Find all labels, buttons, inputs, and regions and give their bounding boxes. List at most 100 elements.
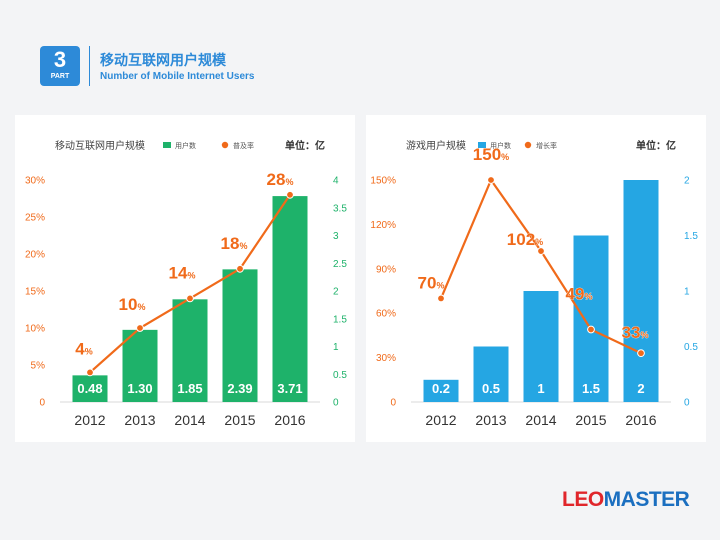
rate-point-2012	[437, 294, 445, 303]
page-subtitle: Number of Mobile Internet Users	[100, 71, 255, 82]
rate-value-number: 18	[221, 234, 240, 253]
x-axis-tick: 2013	[124, 412, 155, 428]
right-axis-tick: 0.5	[684, 342, 698, 353]
left-axis-tick: 0	[39, 398, 45, 409]
rate-value-label: 102%	[507, 230, 543, 249]
left-axis-tick: 90%	[376, 264, 396, 275]
right-axis-tick: 2	[333, 287, 339, 298]
left-axis-tick: 10%	[25, 324, 45, 335]
page-title: 移动互联网用户规模	[100, 52, 226, 68]
legend-line-label: 增长率	[536, 141, 557, 150]
right-axis-tick: 2	[684, 176, 690, 187]
left-axis-tick: 0	[390, 398, 396, 409]
legend-bar-label: 用户数	[490, 141, 511, 150]
rate-value-label: 28%	[267, 170, 294, 189]
rate-value-label: 33%	[622, 323, 649, 342]
rate-point-2012	[86, 368, 94, 377]
rate-value-number: 33	[622, 323, 641, 342]
bar-value-label: 0.48	[77, 381, 102, 396]
rate-value-label: 14%	[169, 263, 196, 282]
rate-value-number: 102	[507, 230, 535, 249]
x-axis-tick: 2015	[224, 412, 255, 428]
x-axis-tick: 2014	[525, 412, 556, 428]
left-axis-tick: 30%	[376, 353, 396, 364]
left-axis-tick: 150%	[370, 176, 396, 187]
bar-2012	[423, 379, 459, 402]
game-users-chart: 游戏用户规模 用户数 增长率 单位：亿 0 30% 60% 90% 120% 150% 0 0.5 1 1…	[370, 139, 698, 428]
rate-value-suffix: %	[584, 291, 592, 301]
left-axis-tick: 15%	[25, 287, 45, 298]
part-badge: 3 PART	[40, 46, 80, 86]
rate-value-suffix: %	[85, 346, 93, 356]
chart-title: 游戏用户规模	[406, 139, 466, 152]
bar-2013	[473, 346, 509, 402]
rate-point-2016	[637, 349, 645, 358]
rate-value-number: 70	[418, 273, 437, 292]
part-label: PART	[50, 73, 70, 80]
bar-2012	[72, 375, 108, 402]
chart-title: 移动互联网用户规模	[55, 139, 145, 152]
legend-line-label: 普及率	[233, 141, 254, 150]
rate-value-label: 18%	[221, 234, 248, 253]
rate-point-2013	[487, 176, 495, 184]
x-axis-tick: 2014	[174, 412, 205, 428]
bar-2016	[272, 196, 308, 402]
logo-accent: LEO	[562, 488, 604, 511]
rate-value-suffix: %	[239, 241, 247, 251]
mobile-users-chart-panel: 移动互联网用户规模 用户数 普及率 单位：亿 0 5% 10% 15% 20% 25% 30% 0 0.…	[15, 115, 355, 442]
bar-value-label: 3.71	[277, 381, 302, 396]
rate-value-number: 10	[119, 295, 138, 314]
bar-value-label: 1.30	[127, 381, 152, 396]
bar-2014	[172, 299, 208, 402]
x-axis-tick: 2015	[575, 412, 606, 428]
game-users-chart-panel: 游戏用户规模 用户数 增长率 单位：亿 0 30% 60% 90% 120% 150% 0 0.5 1 1…	[366, 115, 706, 442]
legend-bar-swatch	[163, 142, 171, 148]
bar-2013	[122, 329, 158, 402]
x-axis-tick: 2012	[425, 412, 456, 428]
left-axis-tick: 20%	[25, 250, 45, 261]
rate-value-suffix: %	[640, 330, 648, 340]
rate-value-suffix: %	[501, 152, 509, 162]
legend-bar-label: 用户数	[175, 141, 196, 150]
right-axis-tick: 4	[333, 176, 339, 187]
rate-value-label: 70%	[418, 273, 445, 292]
rate-value-number: 150	[473, 145, 501, 164]
bar-2016	[623, 180, 659, 402]
rate-point-2015	[587, 325, 595, 334]
rate-value-number: 28	[267, 170, 286, 189]
bar-value-label: 1.5	[582, 381, 600, 396]
rate-point-2013	[136, 324, 144, 332]
bar-2015	[573, 235, 609, 402]
part-number: 3	[53, 47, 67, 72]
leomaster-logo: LEOMASTER	[562, 488, 690, 512]
right-axis-tick: 0	[333, 398, 339, 409]
bar-value-label: 0.2	[432, 381, 450, 396]
rate-value-suffix: %	[137, 302, 145, 312]
rate-point-2014	[186, 294, 194, 303]
rate-value-label: 4%	[75, 339, 92, 358]
left-axis-tick: 60%	[376, 309, 396, 320]
rate-point-2016	[286, 190, 294, 199]
rate-value-number: 4	[75, 339, 85, 358]
right-axis-tick: 1	[333, 342, 339, 353]
bar-2015	[222, 269, 258, 402]
legend-line-marker	[221, 141, 229, 149]
legend-line-marker	[524, 141, 532, 149]
rate-value-label: 10%	[119, 295, 146, 314]
left-axis-tick: 30%	[25, 176, 45, 187]
right-axis-tick: 0.5	[333, 370, 347, 381]
bar-value-label: 1	[537, 381, 544, 396]
rate-value-number: 49	[566, 284, 585, 303]
x-axis-tick: 2012	[74, 412, 105, 428]
right-axis-tick: 1.5	[684, 231, 698, 242]
mobile-users-chart: 移动互联网用户规模 用户数 普及率 单位：亿 0 5% 10% 15% 20% 25% 30% 0 0.…	[25, 139, 347, 428]
x-axis-tick: 2016	[625, 412, 656, 428]
logo-rest: MASTER	[603, 488, 690, 511]
x-axis-tick: 2016	[274, 412, 305, 428]
right-axis-tick: 3.5	[333, 203, 347, 214]
left-axis-tick: 25%	[25, 213, 45, 224]
rate-value-suffix: %	[535, 237, 543, 247]
right-axis-tick: 1.5	[333, 314, 347, 325]
rate-value-suffix: %	[285, 177, 293, 187]
right-axis-tick: 3	[333, 231, 339, 242]
